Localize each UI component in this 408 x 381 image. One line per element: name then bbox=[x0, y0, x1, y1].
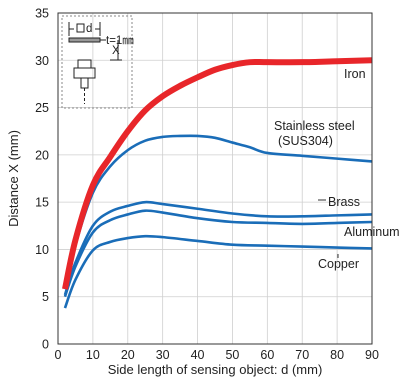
x-tick-label: 80 bbox=[330, 348, 344, 362]
inset-x-label: X bbox=[112, 45, 120, 57]
inset-thickness-label: t=1㎜ bbox=[106, 35, 134, 47]
series-line-brass bbox=[63, 200, 373, 296]
x-tick-label: 50 bbox=[225, 348, 239, 362]
y-tick-label: 35 bbox=[35, 7, 49, 21]
x-tick-label: 30 bbox=[156, 348, 170, 362]
series-label-stainless-steel: Stainless steel (SUS304) bbox=[274, 119, 355, 148]
y-tick-label: 15 bbox=[35, 196, 49, 210]
series-line-iron bbox=[62, 57, 373, 290]
plot-frame bbox=[57, 12, 373, 345]
series-line-copper bbox=[63, 234, 373, 309]
y-tick-label: 25 bbox=[35, 101, 49, 115]
x-tick-label: 40 bbox=[191, 348, 205, 362]
series-line-stainless-steel bbox=[63, 134, 373, 290]
x-tick-label: 90 bbox=[365, 348, 379, 362]
series-label-line: (SUS304) bbox=[278, 134, 333, 148]
series-group bbox=[62, 57, 373, 309]
x-tick-label: 10 bbox=[86, 348, 100, 362]
y-tick-label: 5 bbox=[42, 290, 49, 304]
inset-d-label: d bbox=[86, 23, 92, 35]
series-line-aluminum bbox=[63, 209, 373, 298]
sensor-diagram-inset bbox=[61, 15, 133, 109]
y-tick-label: 10 bbox=[35, 243, 49, 257]
y-tick-label: 0 bbox=[42, 338, 49, 352]
series-label-brass: Brass bbox=[328, 195, 360, 209]
square-symbol bbox=[76, 23, 85, 33]
y-tick-label: 30 bbox=[35, 54, 49, 68]
x-tick-label: 70 bbox=[295, 348, 309, 362]
tick-labels: 0 10 20 30 40 50 60 70 80 90 0 5 10 15 20 25 30 35 bbox=[35, 7, 379, 363]
inset-frame bbox=[61, 15, 133, 109]
x-tick-label: 60 bbox=[260, 348, 274, 362]
y-axis-title: Distance X (mm) bbox=[6, 130, 21, 227]
series-label-line: Stainless steel bbox=[274, 119, 355, 133]
series-label-aluminum: Aluminum bbox=[344, 225, 400, 239]
y-tick-label: 20 bbox=[35, 148, 49, 162]
x-tick-label: 0 bbox=[55, 348, 62, 362]
x-tick-label: 20 bbox=[121, 348, 135, 362]
series-label-iron: Iron bbox=[344, 67, 366, 81]
x-axis-title: Side length of sensing object: d (mm) bbox=[108, 362, 323, 377]
series-label-copper: Copper bbox=[318, 257, 359, 271]
target-plate bbox=[68, 37, 101, 43]
